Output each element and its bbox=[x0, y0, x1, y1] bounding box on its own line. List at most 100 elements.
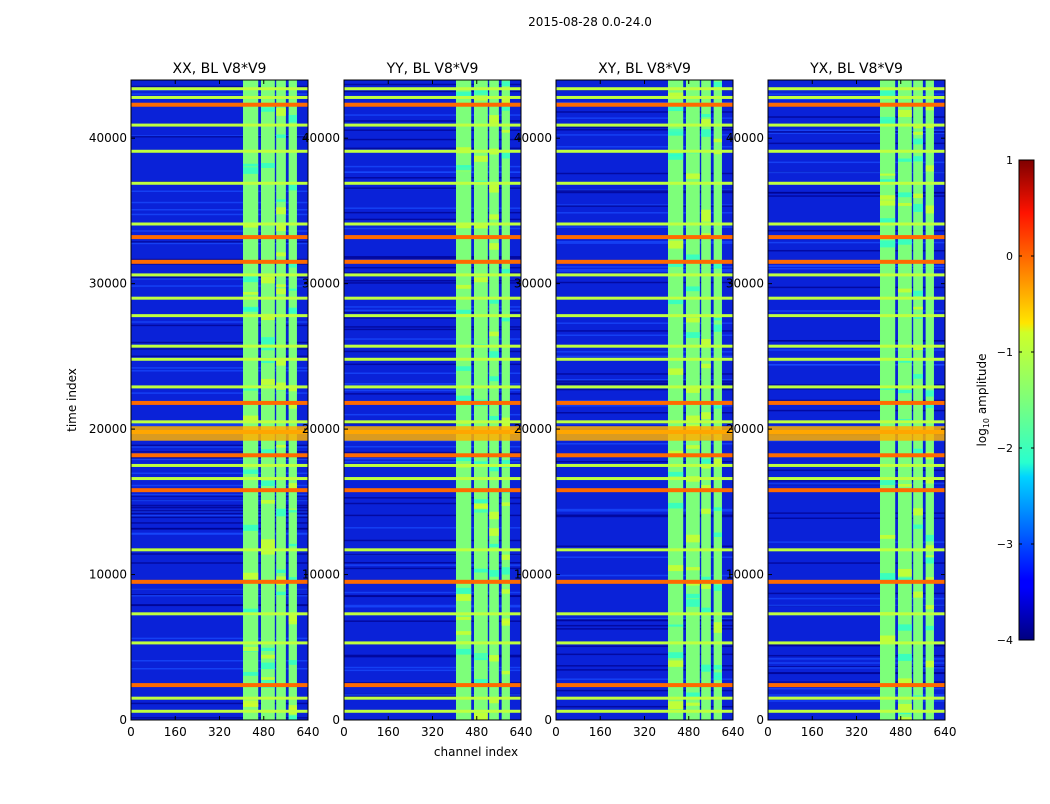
rfi-channel-band bbox=[897, 80, 912, 720]
rfi-texture bbox=[925, 545, 934, 549]
noise-row bbox=[556, 405, 733, 407]
noise-row bbox=[131, 637, 308, 640]
rfi-texture bbox=[880, 478, 896, 485]
rfi-texture bbox=[668, 652, 684, 659]
noise-row bbox=[344, 266, 521, 269]
time-row-moderate bbox=[131, 357, 308, 361]
rfi-texture bbox=[456, 453, 472, 462]
y-tick-label: 30000 bbox=[89, 277, 127, 291]
noise-row bbox=[556, 515, 733, 518]
noise-row bbox=[131, 594, 308, 597]
rfi-texture bbox=[701, 607, 711, 613]
rfi-texture bbox=[913, 290, 923, 297]
y-tick-label: 20000 bbox=[514, 422, 552, 436]
rfi-texture bbox=[501, 502, 510, 506]
rfi-texture bbox=[276, 284, 286, 288]
rfi-texture bbox=[913, 125, 923, 129]
rfi-texture bbox=[288, 613, 297, 622]
y-tick-label: 10000 bbox=[302, 568, 340, 582]
noise-row bbox=[131, 495, 308, 497]
rfi-texture bbox=[701, 363, 711, 369]
noise-row bbox=[344, 129, 521, 131]
noise-row bbox=[131, 660, 308, 662]
rfi-texture bbox=[473, 568, 488, 573]
time-row-moderate bbox=[344, 344, 521, 348]
noise-row bbox=[131, 553, 308, 555]
noise-row bbox=[556, 510, 733, 512]
noise-row bbox=[344, 227, 521, 230]
noise-row bbox=[131, 285, 308, 287]
noise-row bbox=[131, 263, 308, 265]
rfi-texture bbox=[668, 92, 684, 99]
rfi-channel-band bbox=[260, 80, 275, 720]
time-row-moderate bbox=[768, 181, 945, 185]
rfi-texture bbox=[456, 631, 472, 635]
time-row-strong bbox=[131, 579, 308, 584]
noise-row bbox=[131, 522, 308, 524]
time-block bbox=[556, 426, 733, 441]
rfi-texture bbox=[897, 237, 912, 245]
rfi-texture bbox=[260, 662, 275, 670]
noise-row bbox=[556, 268, 733, 271]
noise-row bbox=[344, 605, 521, 608]
noise-row bbox=[344, 138, 521, 141]
noise-row bbox=[344, 682, 521, 684]
rfi-texture bbox=[260, 480, 275, 486]
noise-row bbox=[131, 135, 308, 138]
rfi-texture bbox=[685, 567, 700, 571]
rfi-texture bbox=[701, 129, 711, 137]
noise-row bbox=[556, 126, 733, 129]
time-row-moderate bbox=[131, 273, 308, 277]
noise-row bbox=[768, 512, 945, 514]
colorbar-tick-label: −1 bbox=[997, 346, 1013, 359]
noise-row bbox=[344, 114, 521, 116]
noise-row bbox=[131, 93, 308, 95]
noise-row bbox=[344, 461, 521, 463]
time-row-moderate bbox=[768, 641, 945, 645]
noise-row bbox=[556, 383, 733, 386]
noise-row bbox=[344, 539, 521, 542]
noise-row bbox=[768, 129, 945, 132]
rfi-texture bbox=[489, 511, 499, 520]
time-row-moderate bbox=[344, 612, 521, 616]
noise-row bbox=[556, 443, 733, 445]
time-row-moderate bbox=[344, 696, 521, 700]
rfi-texture bbox=[913, 131, 923, 135]
x-tick-label: 320 bbox=[633, 725, 656, 739]
time-row-moderate bbox=[768, 548, 945, 552]
noise-row bbox=[768, 195, 945, 197]
rfi-texture bbox=[685, 286, 700, 292]
time-row-moderate bbox=[556, 477, 733, 481]
time-row-moderate bbox=[131, 87, 308, 91]
rfi-texture bbox=[925, 390, 934, 397]
noise-row bbox=[768, 658, 945, 660]
noise-row bbox=[344, 317, 521, 319]
rfi-texture bbox=[473, 499, 488, 504]
rfi-texture bbox=[701, 338, 711, 345]
time-block bbox=[344, 426, 521, 441]
y-tick-label: 20000 bbox=[302, 422, 340, 436]
rfi-texture bbox=[685, 692, 700, 699]
rfi-texture bbox=[276, 569, 286, 574]
panel-title: YY, BL V8*V9 bbox=[386, 61, 479, 77]
noise-row bbox=[768, 694, 945, 696]
figure-suptitle: 2015-08-28 0.0-24.0 bbox=[528, 15, 652, 29]
noise-row bbox=[131, 208, 308, 211]
noise-row bbox=[131, 512, 308, 515]
time-row-moderate bbox=[344, 709, 521, 713]
time-row-moderate bbox=[131, 344, 308, 348]
rfi-texture bbox=[897, 483, 912, 487]
rfi-texture bbox=[713, 138, 722, 143]
time-row-strong bbox=[344, 235, 521, 240]
time-row-strong bbox=[131, 102, 308, 107]
noise-row bbox=[131, 201, 308, 204]
noise-row bbox=[556, 423, 733, 425]
noise-row bbox=[768, 480, 945, 482]
panel-xy: XY, BL V8*V9 0 160 320 480 640 0 10000 20000 3000… bbox=[514, 61, 745, 739]
noise-row bbox=[768, 687, 945, 690]
time-row-moderate bbox=[131, 696, 308, 700]
rfi-texture bbox=[501, 670, 510, 675]
rfi-texture bbox=[288, 509, 297, 513]
x-tick-label: 0 bbox=[127, 725, 135, 739]
time-row-moderate bbox=[344, 222, 521, 226]
